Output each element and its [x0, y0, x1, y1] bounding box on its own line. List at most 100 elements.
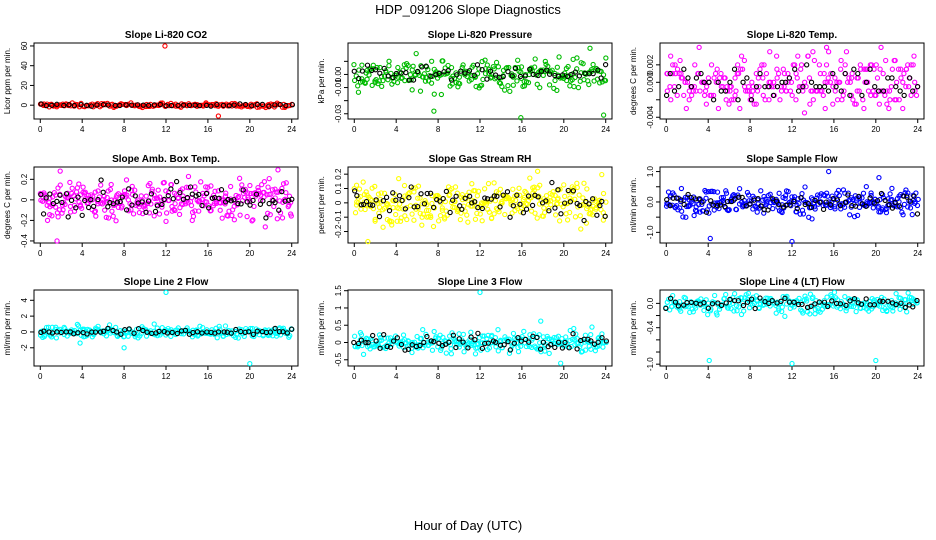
data-point	[561, 182, 567, 188]
data-point	[828, 70, 834, 77]
data-point	[708, 62, 715, 68]
data-point	[111, 103, 118, 109]
data-point	[740, 79, 746, 85]
y-axis-label: ml/min per min.	[629, 301, 638, 356]
data-point	[695, 70, 702, 77]
data-point	[43, 324, 50, 331]
data-point	[378, 199, 384, 205]
data-point	[377, 345, 383, 351]
data-point	[571, 325, 577, 332]
data-point	[485, 180, 492, 187]
data-point	[154, 332, 161, 339]
data-point	[870, 205, 876, 211]
data-point	[108, 181, 114, 188]
data-point	[701, 79, 707, 85]
data-point	[102, 207, 108, 213]
data-point	[794, 205, 800, 212]
data-point	[872, 84, 878, 90]
x-tick-label: 4	[80, 372, 85, 381]
data-point	[914, 211, 921, 217]
data-point	[701, 300, 707, 306]
data-point	[205, 184, 211, 190]
data-point	[418, 191, 424, 197]
data-point	[170, 196, 176, 202]
data-point	[97, 329, 104, 335]
data-point	[406, 195, 412, 201]
data-point	[151, 102, 158, 108]
data-point	[351, 333, 358, 339]
data-point	[499, 83, 505, 90]
data-point	[231, 217, 238, 223]
data-point	[431, 91, 437, 97]
data-point	[494, 193, 500, 199]
data-point	[138, 193, 144, 199]
data-point	[883, 57, 889, 64]
data-point	[797, 211, 803, 217]
x-tick-label: 12	[476, 249, 485, 258]
data-point	[396, 175, 402, 182]
data-point	[479, 67, 485, 73]
data-point	[440, 195, 446, 202]
data-point	[53, 324, 59, 330]
data-point	[144, 329, 150, 335]
x-tick-label: 16	[517, 249, 526, 258]
data-point	[123, 102, 129, 108]
x-tick-label: 0	[352, 125, 357, 134]
data-point	[360, 179, 366, 185]
data-point	[778, 208, 784, 215]
data-point	[861, 105, 867, 112]
data-point	[163, 210, 170, 216]
data-point	[460, 331, 467, 338]
data-point	[541, 205, 547, 211]
data-point	[675, 303, 682, 309]
data-point	[118, 331, 124, 337]
data-point	[363, 339, 369, 346]
data-point	[835, 187, 842, 194]
data-point	[405, 62, 411, 69]
data-point	[727, 79, 733, 85]
data-point	[373, 197, 379, 203]
data-point	[911, 53, 917, 59]
data-point	[839, 97, 845, 103]
data-point	[804, 62, 810, 68]
data-point	[462, 70, 468, 76]
y-tick-label: 40	[20, 61, 29, 70]
data-point	[734, 62, 741, 68]
data-point	[532, 210, 538, 216]
data-point	[363, 198, 370, 205]
data-point	[837, 203, 844, 209]
data-point	[837, 79, 843, 85]
data-point	[681, 302, 687, 308]
data-point	[701, 307, 707, 314]
data-point	[557, 186, 563, 192]
data-point	[177, 189, 183, 196]
y-tick-label: -0.2	[20, 213, 29, 227]
data-point	[515, 348, 522, 355]
x-tick-label: 0	[352, 372, 357, 381]
data-point	[415, 195, 421, 201]
data-point	[798, 66, 804, 72]
data-point	[377, 64, 383, 71]
data-point	[216, 323, 222, 329]
data-point	[893, 301, 899, 308]
x-tick-label: 16	[517, 372, 526, 381]
data-point	[182, 327, 189, 334]
x-tick-label: 0	[38, 372, 43, 381]
x-tick-label: 24	[913, 372, 922, 381]
data-point	[682, 194, 689, 201]
data-point	[559, 345, 566, 351]
data-point	[168, 102, 175, 109]
data-point	[841, 88, 847, 94]
data-point	[240, 187, 246, 193]
outlier-point	[431, 108, 437, 114]
data-point	[479, 333, 486, 339]
data-point	[788, 79, 795, 85]
data-point	[703, 84, 710, 90]
data-point	[739, 295, 745, 301]
panel-title: Slope Li-820 CO2	[125, 30, 208, 41]
data-point	[474, 62, 481, 68]
outlier-point	[826, 168, 832, 175]
data-point	[535, 194, 541, 200]
x-tick-label: 4	[394, 125, 399, 134]
data-point	[514, 192, 520, 198]
